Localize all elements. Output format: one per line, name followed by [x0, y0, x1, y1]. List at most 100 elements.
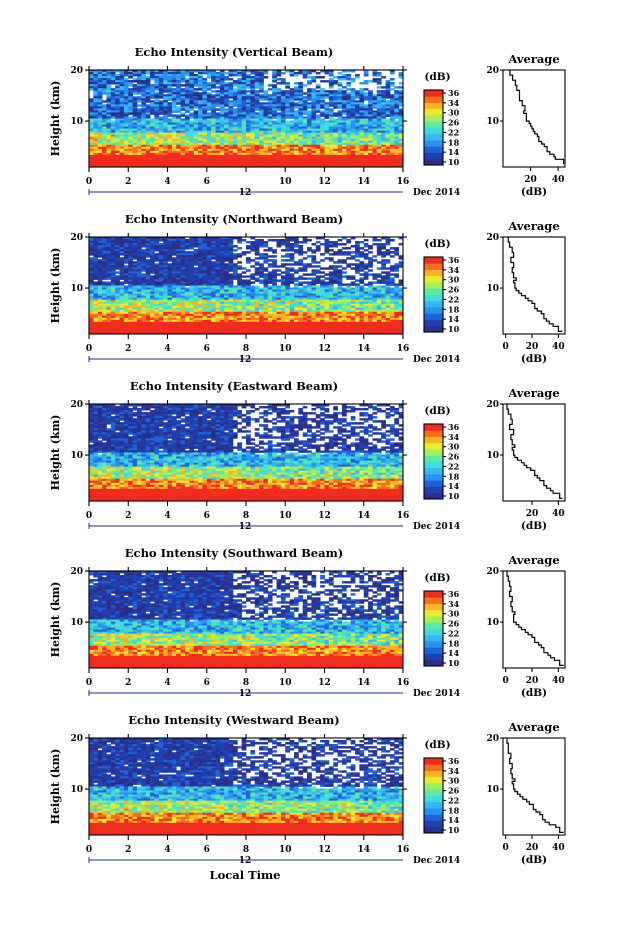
heatmap-cell [390, 269, 395, 271]
heatmap-cell [329, 104, 334, 106]
heatmap-cell [351, 263, 356, 265]
heatmap-cell [333, 261, 338, 263]
heatmap-cell [285, 249, 290, 251]
heatmap-cell [342, 275, 347, 277]
heatmap-cell [377, 275, 382, 277]
heatmap-cell [255, 263, 260, 265]
heatmap-cell [338, 253, 343, 255]
heatmap-cell [346, 241, 351, 243]
heatmap-cell [342, 283, 347, 285]
heatmap-cell [263, 249, 268, 251]
heatmap-cell [346, 84, 351, 86]
heatmap-cell [272, 80, 277, 82]
heatmap-cell [106, 277, 111, 279]
heatmap-cell [333, 76, 338, 78]
heatmap-cell [303, 76, 308, 78]
heatmap-cell [351, 80, 356, 82]
heatmap-cell [368, 80, 373, 82]
heatmap-cell [207, 108, 212, 110]
heatmap-cell [281, 72, 286, 74]
day-label: 12 [239, 188, 252, 198]
heatmap-cell [250, 259, 255, 261]
heatmap-cell [346, 253, 351, 255]
panel-title: Echo Intensity (Northward Beam) [125, 212, 343, 226]
heatmap-cell [346, 78, 351, 80]
heatmap-cell [211, 90, 216, 92]
heatmap-cell [268, 255, 273, 257]
heatmap-cell [259, 245, 264, 247]
heatmap-cell [281, 249, 286, 251]
heatmap-cell [342, 267, 347, 269]
heatmap-cell [320, 80, 325, 82]
heatmap-cell [189, 116, 194, 118]
heatmap-cell [386, 253, 391, 255]
x-tick-label: 0 [86, 177, 92, 187]
heatmap-cell [311, 273, 316, 275]
heatmap-cell [233, 74, 238, 76]
heatmap-cell [277, 108, 282, 110]
heatmap-cell [133, 80, 138, 82]
colorbar-segment [424, 128, 443, 135]
colorbar-tick-label: 34 [448, 98, 460, 108]
heatmap-cell [202, 72, 207, 74]
heatmap-cell [355, 255, 360, 257]
heatmap-cell [364, 249, 369, 251]
heatmap-cell [124, 261, 129, 263]
heatmap-cell [311, 243, 316, 245]
heatmap-cell [377, 74, 382, 76]
heatmap-cell [294, 106, 299, 108]
heatmap-cell [154, 259, 159, 261]
heatmap-cell [120, 277, 125, 279]
heatmap-cell [154, 249, 159, 251]
heatmap-cell [290, 263, 295, 265]
heatmap-cell [342, 261, 347, 263]
heatmap-cell [277, 78, 282, 80]
heatmap-cell [89, 253, 94, 255]
heatmap-cell [194, 263, 199, 265]
heatmap-cell [259, 98, 264, 100]
heatmap-cell [372, 80, 377, 82]
colorbar-segment [424, 134, 443, 141]
heatmap-cell [290, 116, 295, 118]
heatmap-cell [102, 92, 107, 94]
profile-x-label: (dB) [521, 186, 547, 198]
heatmap-cell [307, 265, 312, 267]
heatmap-cell [176, 102, 181, 104]
heatmap-cell [229, 78, 234, 80]
heatmap-cell [307, 277, 312, 279]
heatmap-cell [120, 253, 125, 255]
heatmap-cell [364, 277, 369, 279]
heatmap-cell [172, 110, 177, 112]
heatmap-cell [377, 267, 382, 269]
heatmap-cell [381, 281, 386, 283]
colorbar-tick-label: 14 [448, 147, 460, 157]
heatmap-cell [194, 245, 199, 247]
heatmap-cell [102, 100, 107, 102]
heatmap-cell [307, 249, 312, 251]
heatmap-cell [277, 82, 282, 84]
heatmap-cell [320, 106, 325, 108]
heatmap-cell [150, 112, 155, 114]
heatmap-cell [329, 253, 334, 255]
heatmap-cell [102, 277, 107, 279]
heatmap-cell [355, 96, 360, 98]
heatmap-cell [364, 98, 369, 100]
colorbar-tick-label: 22 [448, 127, 459, 137]
heatmap-cell [307, 255, 312, 257]
heatmap-cell [181, 80, 186, 82]
heatmap-cell [285, 259, 290, 261]
heatmap-cell [185, 74, 190, 76]
heatmap-cell [115, 267, 120, 269]
heatmap-cell [285, 263, 290, 265]
heatmap-cell [351, 283, 356, 285]
heatmap-cell [390, 239, 395, 241]
heatmap-cell [93, 277, 98, 279]
heatmap-cell [281, 255, 286, 257]
heatmap-cell [377, 86, 382, 88]
heatmap-cell [338, 265, 343, 267]
heatmap-cell [255, 273, 260, 275]
heatmap-cell [298, 269, 303, 271]
heatmap-cell [137, 104, 142, 106]
heatmap-cell [124, 74, 129, 76]
